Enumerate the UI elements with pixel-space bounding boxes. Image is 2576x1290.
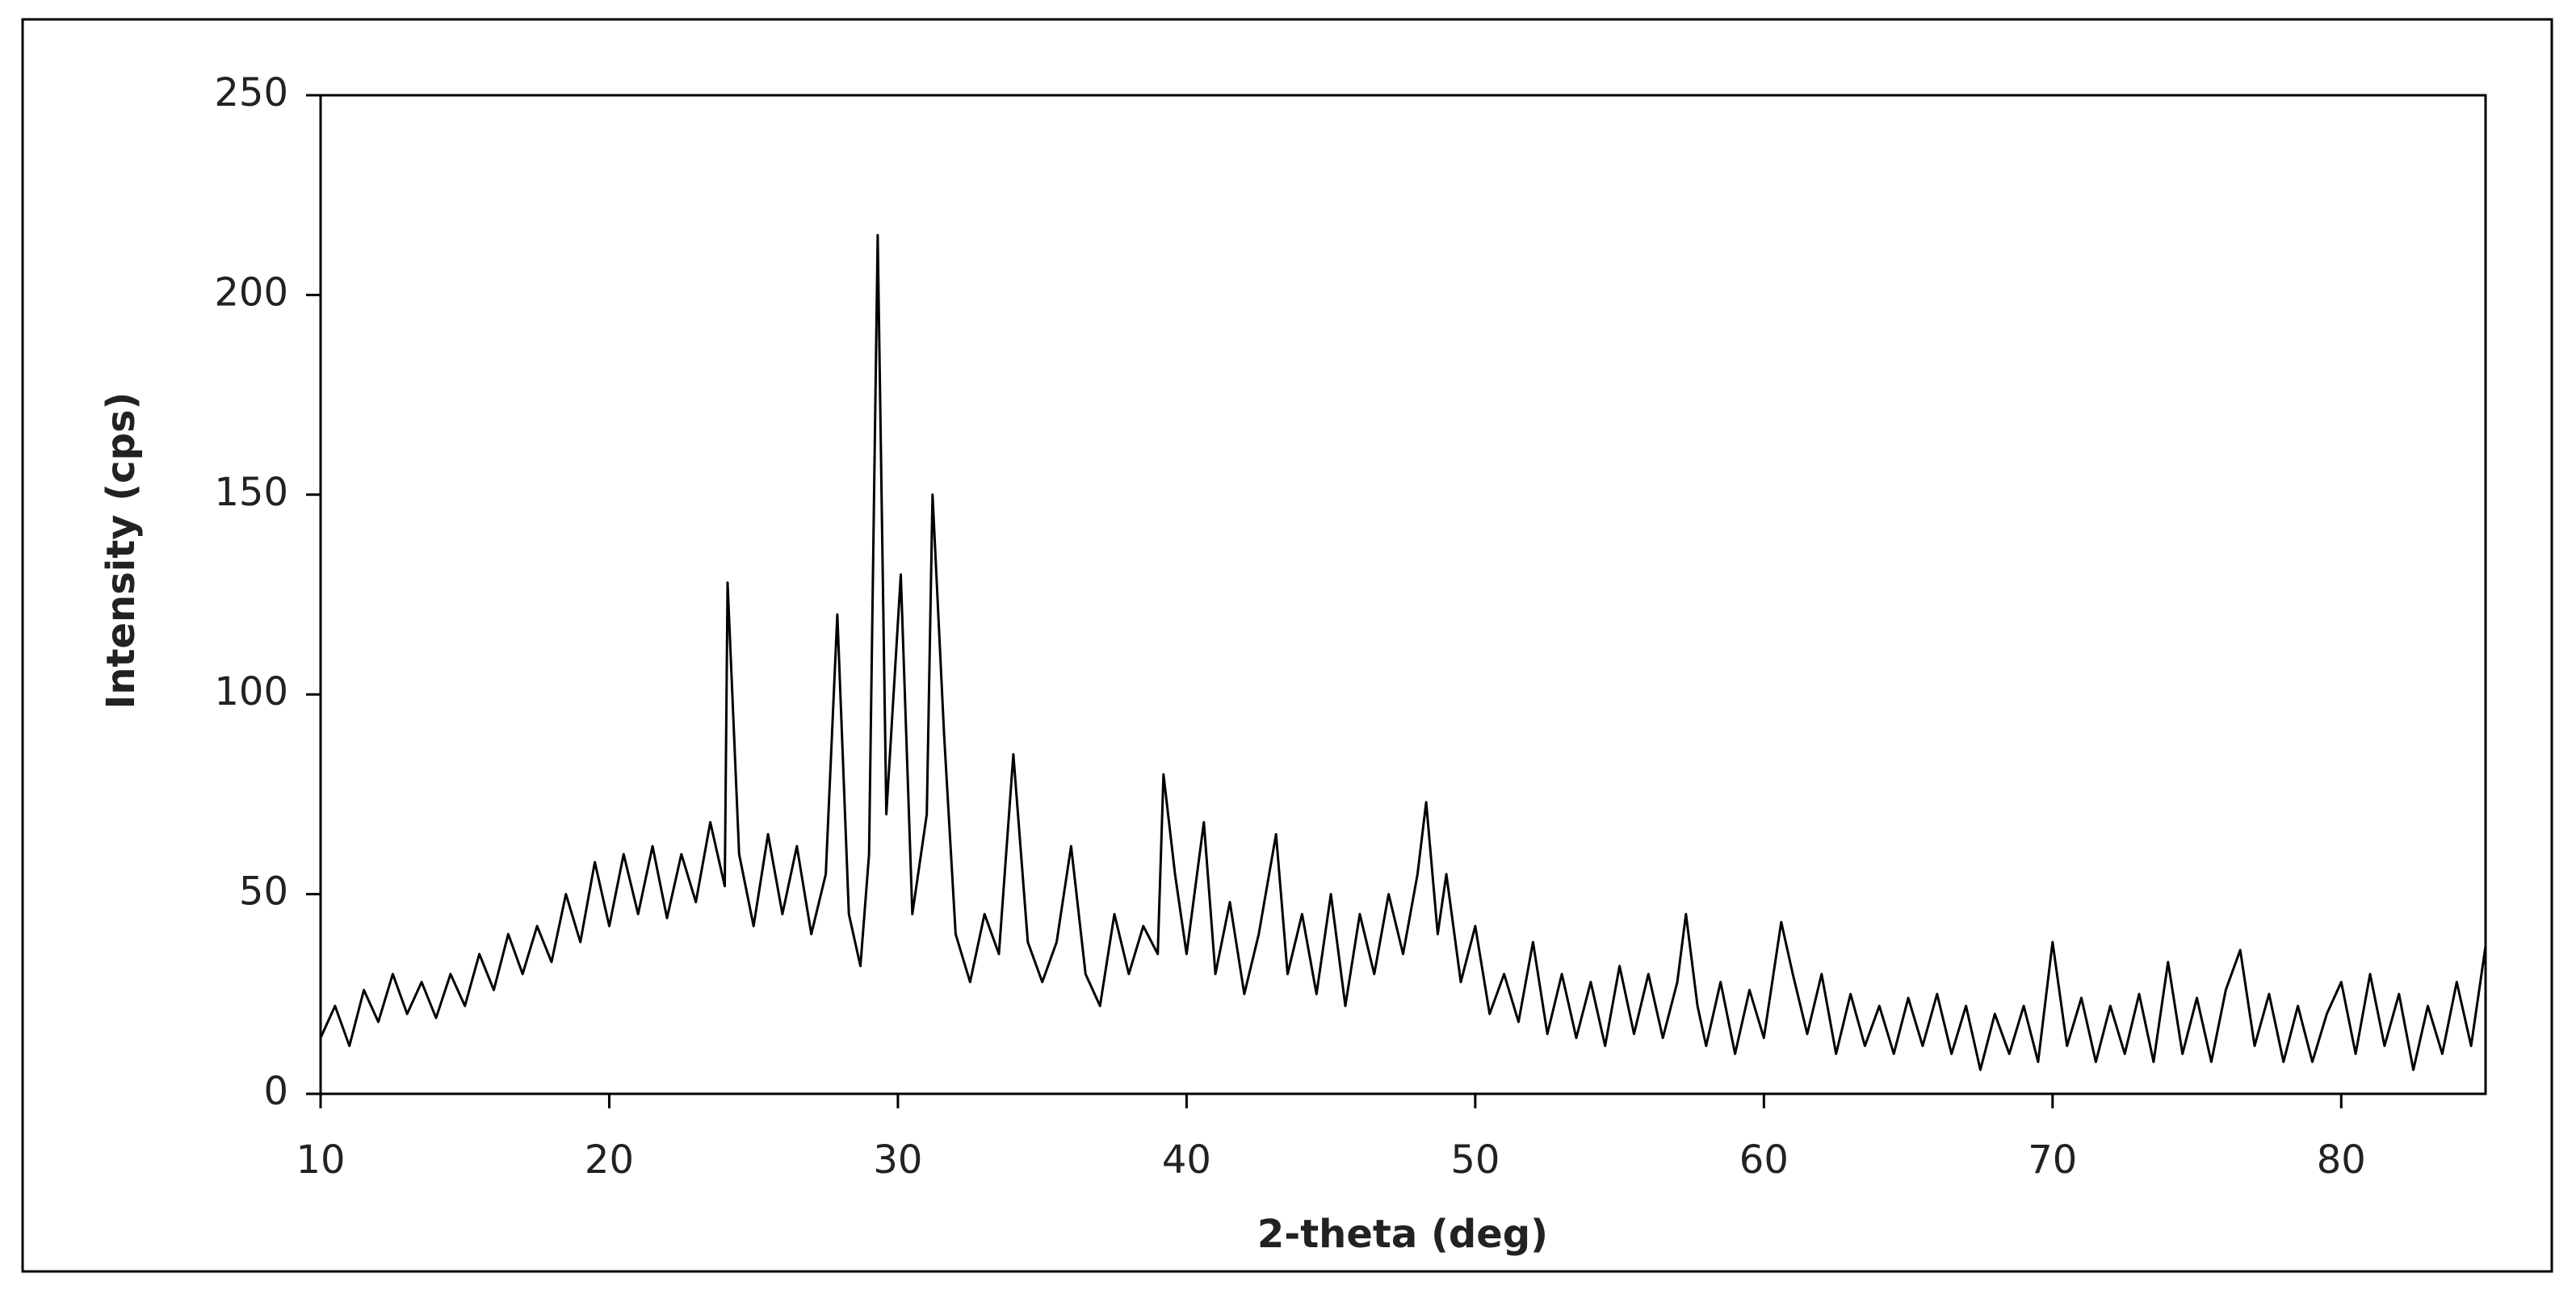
- x-tick-label: 10: [296, 1137, 345, 1183]
- y-axis-title: Intensity (cps): [99, 392, 144, 710]
- outer-border: [21, 18, 2553, 1273]
- x-tick-label: 60: [1739, 1137, 1789, 1183]
- x-tick-label: 70: [2028, 1137, 2077, 1183]
- y-tick-label: 250: [214, 70, 288, 115]
- y-tick-label: 100: [214, 669, 288, 714]
- x-tick-label: 30: [873, 1137, 922, 1183]
- x-axis-title: 2-theta (deg): [1257, 1212, 1548, 1257]
- y-tick-label: 50: [239, 869, 288, 915]
- data-line: [319, 233, 2487, 1071]
- y-tick-label: 150: [214, 470, 288, 515]
- x-tick-label: 20: [585, 1137, 634, 1183]
- x-tick-label: 50: [1450, 1137, 1500, 1183]
- y-tick-label: 200: [214, 270, 288, 315]
- y-tick-label: 0: [263, 1069, 288, 1114]
- x-tick-label: 40: [1162, 1137, 1211, 1183]
- plot-frame: [319, 94, 2487, 1095]
- x-tick-label: 80: [2317, 1137, 2366, 1183]
